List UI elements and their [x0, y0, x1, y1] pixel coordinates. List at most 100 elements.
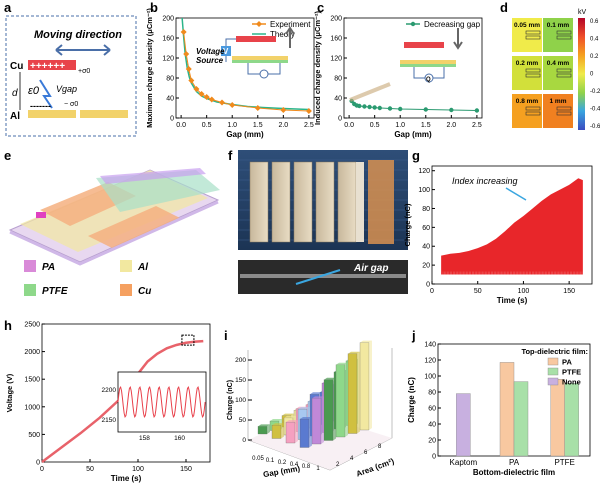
y-tick-label: 120 — [418, 168, 430, 175]
charge-envelope — [441, 178, 583, 275]
x-axis-label: Time (s) — [111, 474, 142, 483]
legend-title: Top-dielectric film: — [521, 347, 588, 356]
tile-label: 0.8 mm — [516, 98, 539, 105]
y-axis-label: Charge (nC) — [403, 203, 412, 246]
y-tick-label: 1000 — [24, 404, 40, 411]
panel-letter: e — [4, 148, 11, 163]
z-tick-label: 0 — [242, 437, 246, 444]
y-tick-label: 100 — [418, 187, 430, 194]
experiment-point — [208, 96, 215, 103]
bar-front — [323, 379, 334, 441]
connector — [36, 212, 46, 218]
y-tick-label: 80 — [166, 76, 174, 83]
tile-electrode — [525, 35, 541, 40]
x-tick-label: 1.0 — [227, 122, 237, 129]
area-tick-label: 4 — [350, 456, 354, 462]
y-tick-label: 120 — [330, 56, 342, 63]
y-tick-label: 0 — [432, 454, 436, 461]
bar — [564, 383, 579, 457]
y-tick-label: 60 — [428, 406, 436, 413]
decreasing-gap-point — [357, 103, 362, 109]
z-axis-label: Charge (nC) — [227, 380, 234, 420]
x-tick-label: 1.5 — [253, 122, 263, 129]
bar-front — [299, 418, 310, 448]
y-tick-label: 0 — [338, 116, 342, 123]
ammeter-icon — [424, 73, 434, 83]
panel-letter: h — [4, 318, 12, 333]
inset-film — [232, 60, 288, 63]
bar — [550, 379, 565, 457]
d-label: d — [12, 88, 18, 99]
x-tick-label: 1.0 — [395, 122, 405, 129]
cu-label: Cu — [10, 61, 23, 72]
tile-label: 0.4 mm — [547, 60, 570, 67]
tile-electrode — [525, 68, 541, 73]
gap-axis-label: Gap (mm) — [262, 464, 301, 479]
bar-side — [369, 340, 372, 430]
bar-top — [282, 413, 294, 416]
decreasing-gap-point — [449, 107, 454, 113]
electrode-strip — [293, 161, 313, 243]
x-axis-label: Bottom-dielectric film — [473, 468, 555, 477]
tile-electrode — [556, 35, 572, 40]
experiment-point — [183, 51, 190, 57]
cu-electrode — [28, 60, 76, 70]
legend-swatch — [547, 377, 559, 386]
down-arrow-icon — [453, 28, 463, 50]
colorbar-tick-label: 0 — [590, 72, 594, 78]
x-tick-label: 2.0 — [446, 122, 456, 129]
colorbar — [578, 18, 585, 130]
lightning-icon — [39, 79, 53, 109]
voltage-source-inset: V Voltage Source — [196, 26, 295, 79]
tile-label: 1 mm — [550, 98, 567, 105]
legend-swatch — [120, 260, 132, 272]
bar-side — [321, 396, 324, 444]
legend-swatch — [120, 284, 132, 296]
bar-front — [335, 364, 346, 438]
panel-a: a Moving direction ++++++ Cu +σ0 d ε0 Vg… — [4, 0, 137, 137]
x-tick-label: 2.5 — [472, 122, 482, 129]
electrode-strip — [249, 161, 269, 243]
legend-label: None — [562, 378, 581, 387]
z-tick-label: 200 — [235, 357, 246, 364]
y-tick-label: 200 — [162, 16, 174, 23]
inset-film — [400, 64, 456, 67]
x-tick-label: 0.0 — [344, 122, 354, 129]
legend-label-theory: Theory — [270, 30, 295, 39]
voltage-line — [41, 339, 204, 464]
bar-top — [272, 423, 284, 426]
x-axis-label: Time (s) — [497, 296, 528, 305]
gap-tick-label: 0.05 — [252, 456, 264, 462]
bar-top — [298, 407, 310, 410]
y-tick-label: 80 — [422, 206, 430, 213]
electrode-strip — [337, 161, 357, 243]
legend-label: PTFE — [42, 286, 68, 297]
legend-label: PTFE — [562, 368, 581, 377]
experiment-point — [229, 102, 236, 108]
tile-electrode — [525, 111, 541, 116]
bar-top — [336, 362, 348, 365]
voltage-source-label-2: Source — [196, 56, 224, 65]
bar-side — [333, 377, 336, 441]
y-tick-label: 40 — [166, 96, 174, 103]
bar-front — [285, 421, 296, 444]
air-gap-label: Air gap — [353, 263, 388, 274]
panel-c: c 0.0 0.5 1.0 1.5 2.0 2.5 0 40 80 120 160 200 Gap (m… — [313, 0, 483, 139]
y-tick-label: 2500 — [24, 322, 40, 329]
experiment-point — [219, 99, 225, 106]
v-source-icon — [221, 46, 231, 56]
panel-letter: i — [224, 328, 228, 343]
y-tick-label: 100 — [424, 374, 436, 381]
y-tick-label: 80 — [428, 390, 436, 397]
field-tile — [512, 94, 542, 128]
plot-frame — [343, 17, 483, 119]
bar-side — [345, 362, 348, 437]
y-axis-label: Charge (nC) — [407, 377, 416, 423]
trend-arrow — [349, 82, 391, 102]
panel-letter: j — [411, 328, 416, 343]
inset-line — [117, 385, 206, 419]
tile-electrode — [525, 106, 541, 111]
experiment-point — [180, 29, 187, 35]
